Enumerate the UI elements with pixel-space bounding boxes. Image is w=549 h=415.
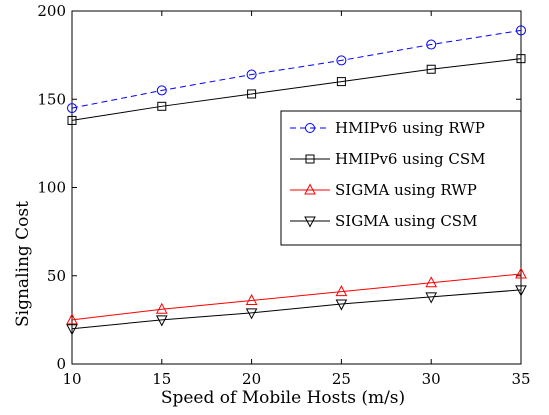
series-line: [71, 273, 522, 321]
series-line: [71, 29, 522, 109]
series-layer: [66, 25, 527, 336]
data-point: [156, 85, 167, 96]
legend-label: SIGMA using CSM: [335, 212, 477, 230]
data-point: [426, 39, 437, 50]
series-2: [66, 267, 527, 325]
x-tick-label: 35: [511, 370, 530, 388]
legend-marker: [305, 154, 315, 164]
legend-marker: [304, 216, 316, 228]
y-tick-label: 0: [56, 355, 66, 373]
data-point: [336, 55, 347, 66]
x-tick-label: 10: [62, 370, 81, 388]
data-point: [335, 299, 348, 311]
y-axis-label: Signaling Cost: [13, 201, 33, 327]
x-tick-label: 20: [242, 370, 261, 388]
data-point: [67, 115, 77, 125]
data-point: [155, 302, 168, 314]
legend-label: HMIPv6 using CSM: [335, 150, 486, 168]
legend-label: HMIPv6 using RWP: [335, 119, 485, 137]
x-tick-label: 25: [332, 370, 351, 388]
legend-marker: [304, 183, 316, 195]
axes: 10 15 20 25 30 35 0 50 100 150 200: [37, 2, 530, 388]
data-point: [425, 292, 438, 304]
x-axis-label: Speed of Mobile Hosts (m/s): [161, 388, 405, 408]
data-point: [245, 308, 258, 320]
data-point: [515, 285, 527, 297]
data-point: [425, 276, 438, 288]
legend-box: [280, 110, 522, 246]
y-tick-label: 50: [47, 267, 66, 285]
data-point: [516, 54, 526, 64]
data-point: [247, 89, 257, 99]
data-point: [245, 293, 258, 305]
y-tick-label: 200: [37, 2, 66, 20]
data-point: [515, 267, 527, 279]
legend-entry: HMIPv6 using CSM: [290, 150, 486, 168]
series-0: [67, 25, 526, 114]
x-tick-label: 15: [152, 370, 171, 388]
y-tick-label: 100: [37, 179, 66, 197]
data-point: [516, 25, 526, 36]
data-point: [66, 324, 78, 336]
data-point: [246, 69, 257, 80]
data-point: [155, 315, 168, 327]
legend-entry: SIGMA using RWP: [290, 181, 477, 199]
series-line: [71, 58, 522, 121]
legend-entry: HMIPv6 using RWP: [290, 119, 485, 137]
legend-entry: SIGMA using CSM: [290, 212, 477, 230]
data-point: [67, 103, 77, 114]
series-3: [66, 285, 527, 336]
series-line: [71, 289, 522, 330]
data-point: [66, 313, 78, 325]
y-tick-label: 150: [37, 90, 66, 108]
data-point: [336, 77, 346, 87]
data-point: [335, 285, 348, 297]
x-tick-label: 30: [422, 370, 441, 388]
legend: HMIPv6 using RWP HMIPv6 using CSM SIGMA us…: [280, 110, 522, 246]
legend-marker: [305, 123, 315, 133]
data-point: [157, 101, 167, 111]
data-point: [426, 64, 436, 74]
series-1: [67, 54, 526, 125]
legend-label: SIGMA using RWP: [335, 181, 477, 199]
